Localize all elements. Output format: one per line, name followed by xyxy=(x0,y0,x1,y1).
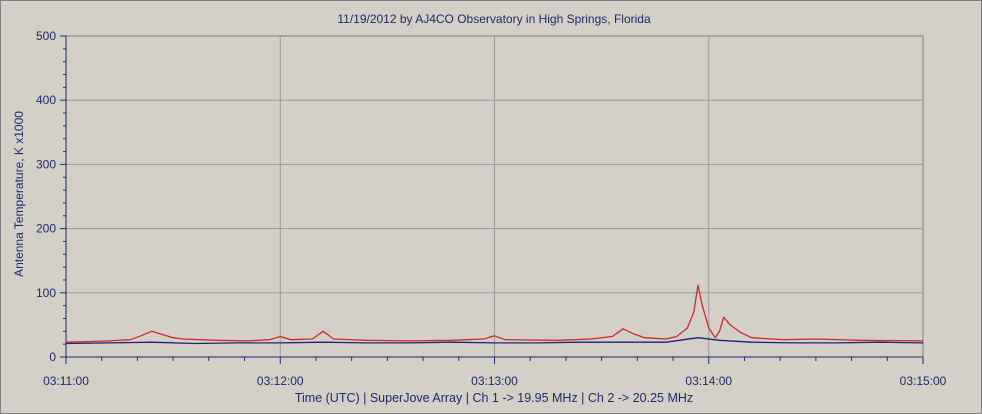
series-line-1 xyxy=(65,284,924,343)
series-line-2 xyxy=(65,337,924,345)
y-tick-label: 0 xyxy=(49,350,56,364)
y-tick-label: 300 xyxy=(36,157,56,171)
chart-title: 11/19/2012 by AJ4CO Observatory in High … xyxy=(337,12,651,26)
x-axis-label: Time (UTC) | SuperJove Array | Ch 1 -> 1… xyxy=(295,391,693,405)
x-tick-label: 03:13:00 xyxy=(471,374,518,388)
y-tick-label: 500 xyxy=(36,29,56,43)
y-tick-label: 200 xyxy=(36,222,56,236)
y-tick-label: 400 xyxy=(36,93,56,107)
x-tick-label: 03:14:00 xyxy=(685,374,732,388)
x-tick-label: 03:11:00 xyxy=(43,374,89,388)
y-axis-label: Antenna Temperature, K x1000 xyxy=(12,111,26,277)
plot-area: 0 100 200 300 400 500 03:11:00 03:12:00 03:13:00… xyxy=(36,29,947,388)
y-tick-label: 100 xyxy=(36,286,56,300)
x-tick-label: 03:12:00 xyxy=(257,374,304,388)
x-tick-label: 03:15:00 xyxy=(900,374,947,388)
